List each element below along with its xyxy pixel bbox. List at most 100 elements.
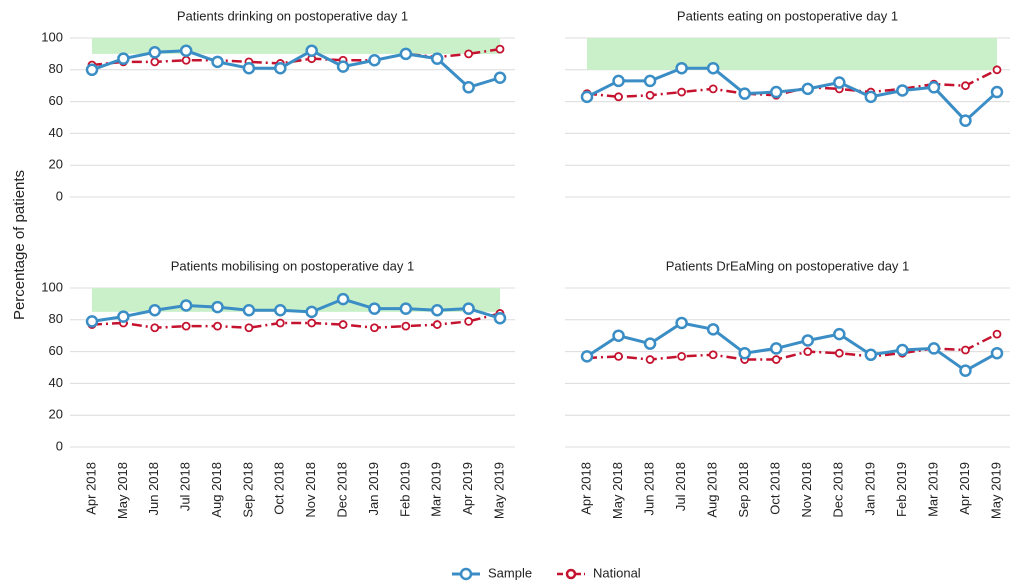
y-tick-label: 100: [41, 29, 63, 44]
data-point: [643, 337, 657, 350]
y-tick-label: 40: [49, 125, 63, 140]
y-tick-label: 60: [49, 93, 63, 108]
target-band: [587, 38, 997, 70]
data-point: [305, 44, 318, 57]
data-point: [336, 60, 350, 73]
y-tick-label: 80: [49, 61, 63, 76]
x-tick-label: Jan 2019: [366, 462, 381, 516]
data-point: [432, 320, 442, 329]
data-point: [430, 52, 444, 65]
data-point: [675, 61, 688, 75]
panel-title: Patients eating on postoperative day 1: [677, 8, 898, 23]
data-point: [150, 323, 160, 333]
data-point: [464, 49, 474, 59]
panel-title: Patients DrEaMing on postoperative day 1: [666, 258, 910, 273]
legend-label: National: [593, 565, 641, 580]
data-point: [708, 84, 718, 94]
data-point: [706, 323, 720, 336]
y-tick-label: 0: [56, 438, 63, 453]
data-point: [399, 302, 413, 315]
data-point: [896, 343, 909, 357]
series-line: [91, 312, 501, 329]
data-point: [803, 347, 813, 357]
data-point: [990, 346, 1004, 360]
data-point: [213, 321, 222, 331]
data-point: [614, 92, 623, 102]
data-point: [493, 311, 507, 325]
data-point: [244, 323, 254, 333]
data-point: [462, 81, 475, 94]
data-point: [117, 310, 130, 323]
y-tick-label: 20: [49, 407, 63, 422]
x-tick-label: Sep 2018: [240, 462, 255, 518]
data-point: [181, 55, 191, 65]
data-point: [864, 348, 878, 362]
data-point: [179, 44, 193, 57]
x-tick-label: Aug 2018: [209, 462, 224, 518]
legend-marker: [565, 568, 577, 580]
data-point: [148, 46, 162, 59]
data-point: [959, 364, 972, 377]
x-tick-label: Oct 2018: [768, 462, 783, 515]
data-point: [645, 90, 655, 100]
data-point: [961, 345, 970, 355]
data-point: [677, 351, 687, 361]
panel-title: Patients drinking on postoperative day 1: [177, 8, 408, 23]
x-tick-label: Dec 2018: [335, 462, 350, 518]
data-point: [368, 54, 381, 67]
x-tick-label: Apr 2019: [957, 462, 972, 515]
x-tick-label: Jul 2018: [178, 462, 193, 511]
x-tick-label: Mar 2019: [925, 462, 940, 517]
x-tick-label: Apr 2018: [83, 462, 98, 515]
x-tick-label: Jan 2019: [862, 462, 877, 516]
data-point: [612, 74, 625, 88]
y-tick-label: 60: [49, 343, 63, 358]
data-point: [614, 351, 623, 361]
data-point: [211, 55, 224, 69]
data-point: [708, 350, 718, 360]
x-tick-label: Oct 2018: [272, 462, 287, 515]
data-point: [305, 305, 318, 319]
data-point: [495, 44, 505, 54]
data-point: [769, 85, 783, 99]
data-point: [274, 304, 287, 317]
data-point: [179, 299, 193, 312]
x-tick-label: May 2019: [491, 462, 506, 519]
data-point: [896, 84, 909, 97]
y-tick-label: 40: [49, 375, 63, 390]
data-point: [370, 323, 379, 333]
x-tick-label: Nov 2018: [799, 462, 814, 518]
data-point: [338, 320, 348, 329]
data-point: [307, 318, 317, 328]
x-tick-label: Apr 2019: [460, 462, 475, 515]
panel-title: Patients mobilising on postoperative day…: [171, 258, 415, 273]
data-point: [117, 52, 130, 65]
x-tick-label: May 2019: [988, 462, 1003, 519]
x-tick-label: Nov 2018: [303, 462, 318, 518]
data-point: [992, 329, 1002, 339]
y-tick-label: 0: [56, 188, 63, 203]
x-tick-label: Aug 2018: [705, 462, 720, 518]
data-point: [992, 65, 1002, 75]
x-tick-label: Jun 2018: [146, 462, 161, 516]
data-point: [801, 82, 815, 96]
data-point: [738, 87, 751, 100]
data-point: [150, 57, 160, 67]
data-point: [85, 63, 99, 77]
data-point: [274, 61, 287, 75]
data-point: [464, 316, 474, 326]
data-point: [85, 315, 99, 328]
data-point: [643, 74, 657, 88]
x-tick-label: Sep 2018: [736, 462, 751, 518]
x-tick-label: Mar 2019: [429, 462, 444, 517]
x-tick-label: Apr 2018: [578, 462, 593, 515]
data-point: [864, 90, 878, 104]
data-point: [834, 348, 844, 358]
y-tick-label: 100: [41, 279, 63, 294]
data-point: [612, 329, 625, 342]
legend-label: Sample: [488, 565, 532, 580]
data-point: [493, 71, 507, 84]
data-point: [801, 334, 815, 347]
data-point: [580, 90, 594, 104]
x-tick-label: Jun 2018: [642, 462, 657, 516]
